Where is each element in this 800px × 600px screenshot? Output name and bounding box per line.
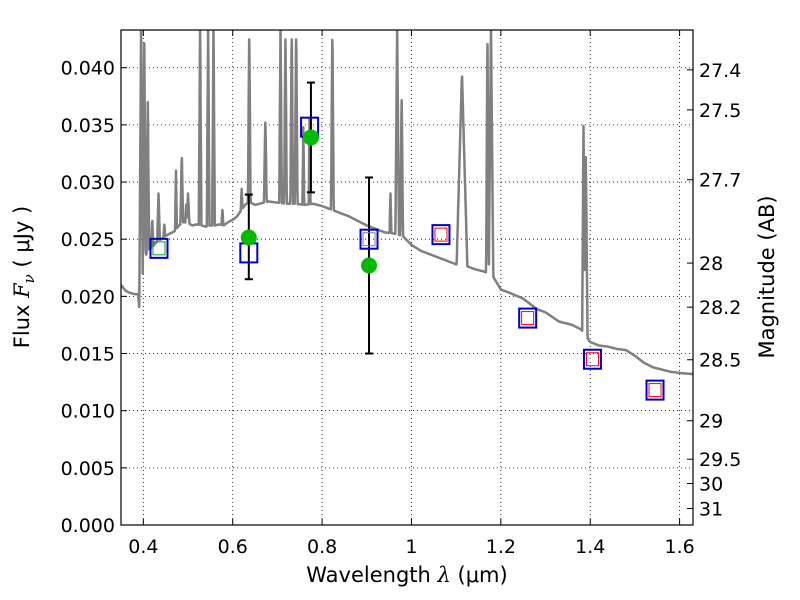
x-tick-label: 1.6 [664,536,694,558]
magnitude-tick-label: 30 [699,473,723,495]
model-band-inner-square [362,232,376,247]
magnitude-tick-label: 28.5 [699,350,741,372]
model-band-inner-square [521,311,535,326]
y-tick-label: 0.020 [61,286,115,308]
magnitude-tick-labels: 27.4 27.5 27.7 28 28.2 28.5 29 29.530 31 [699,60,741,521]
y-tick-label: 0.015 [61,344,115,366]
x-tick-label: 1 [405,536,417,558]
magnitude-axis-title: Magnitude (AB) [755,195,779,358]
magnitude-tick-label: 29 [699,411,723,433]
model-band-inner-square [648,383,662,398]
magnitude-tick-label: 31 [699,498,723,520]
y-tick-label: 0.040 [61,58,115,80]
axis-ticks [121,30,693,526]
magnitude-tick-label: 28 [699,253,723,275]
model-band-square [149,237,169,259]
x-axis-title: Wavelength λ (μm) [306,563,507,587]
photometry-markers [149,116,665,401]
y-tick-label: 0.035 [61,115,115,137]
model-band-square [582,348,602,370]
magnitude-tick-label: 29.5 [699,449,741,471]
x-tick-label: 0.4 [128,536,158,558]
x-tick-label: 0.6 [218,536,248,558]
model-band-square [645,379,665,401]
y-tick-label: 0.025 [61,229,115,251]
model-band-square [359,228,379,250]
observed-flux-point [361,257,378,274]
magnitude-tick-label: 27.5 [699,100,741,122]
x-tick-labels: 0.4 0.6 0.8 1 1.2 1.4 1.6 [128,536,694,558]
magnitude-tick-label: 27.7 [699,170,741,192]
sed-series [121,30,693,376]
y-tick-labels: 0.000 0.005 0.010 0.015 0.020 0.025 0.030 0.035… [61,58,115,537]
observed-flux-point [240,229,257,246]
magnitude-tick-label: 27.4 [699,60,741,82]
model-band-square [518,307,538,329]
x-tick-label: 0.8 [307,536,337,558]
x-tick-label: 1.2 [486,536,516,558]
model-band-inner-square [585,352,599,367]
y-axis-title: Flux Fν ( μJy ) [10,206,38,348]
y-tick-label: 0.005 [61,458,115,480]
magnitude-tick-label: 28.2 [699,297,741,319]
y-tick-label: 0.030 [61,172,115,194]
model-band-inner-square [434,227,448,242]
x-tick-label: 1.4 [575,536,605,558]
model-band-inner-square [152,241,166,256]
y-tick-label: 0.000 [61,515,115,537]
sed-model-line [121,30,693,376]
observed-flux-point [302,129,319,146]
y-tick-label: 0.010 [61,401,115,423]
plot-frame [120,29,694,526]
model-band-square [431,224,451,246]
